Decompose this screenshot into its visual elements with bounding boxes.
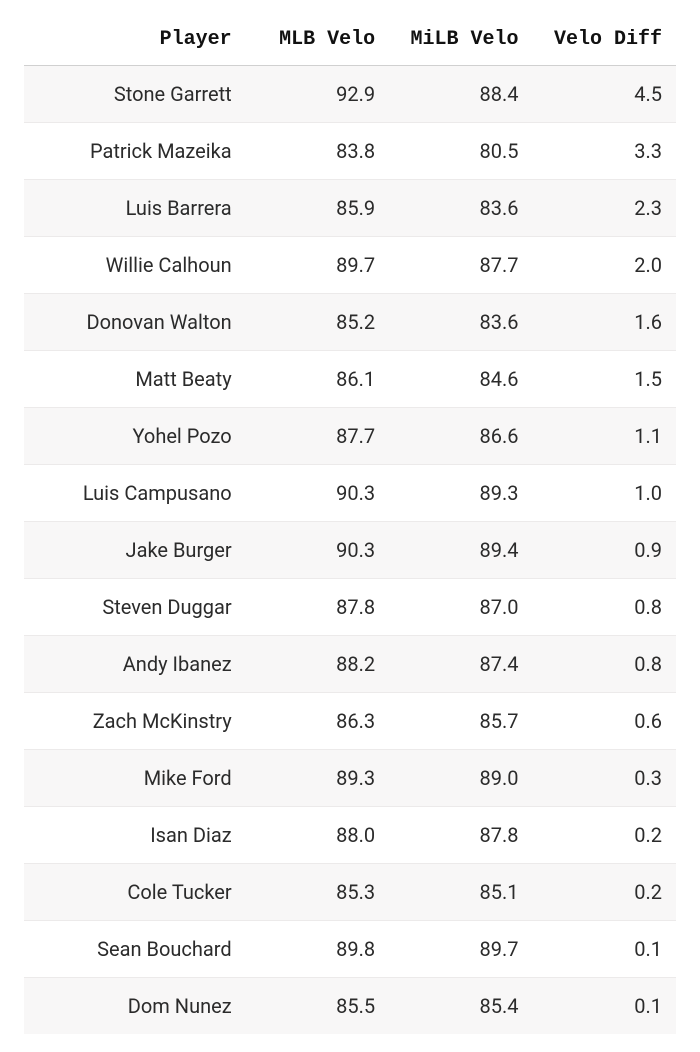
cell-player: Cole Tucker xyxy=(24,864,246,921)
cell-player: Jake Burger xyxy=(24,522,246,579)
table-row: Steven Duggar87.887.00.8 xyxy=(24,579,676,636)
cell-velo-diff: 3.3 xyxy=(533,123,676,180)
cell-mlb-velo: 89.7 xyxy=(246,237,389,294)
col-header-velo-diff: Velo Diff xyxy=(533,18,676,66)
col-header-player: Player xyxy=(24,18,246,66)
cell-player: Donovan Walton xyxy=(24,294,246,351)
table-body: Stone Garrett92.988.44.5 Patrick Mazeika… xyxy=(24,66,676,1035)
cell-mlb-velo: 89.8 xyxy=(246,921,389,978)
cell-milb-velo: 87.8 xyxy=(389,807,532,864)
cell-milb-velo: 83.6 xyxy=(389,180,532,237)
cell-velo-diff: 4.5 xyxy=(533,66,676,123)
cell-velo-diff: 1.6 xyxy=(533,294,676,351)
table-row: Yohel Pozo87.786.61.1 xyxy=(24,408,676,465)
cell-mlb-velo: 88.0 xyxy=(246,807,389,864)
cell-mlb-velo: 83.8 xyxy=(246,123,389,180)
cell-milb-velo: 89.3 xyxy=(389,465,532,522)
cell-velo-diff: 0.8 xyxy=(533,636,676,693)
cell-velo-diff: 0.1 xyxy=(533,921,676,978)
cell-player: Stone Garrett xyxy=(24,66,246,123)
table-row: Luis Barrera85.983.62.3 xyxy=(24,180,676,237)
table-row: Isan Diaz88.087.80.2 xyxy=(24,807,676,864)
cell-milb-velo: 85.4 xyxy=(389,978,532,1035)
cell-velo-diff: 1.1 xyxy=(533,408,676,465)
cell-mlb-velo: 87.7 xyxy=(246,408,389,465)
cell-milb-velo: 87.0 xyxy=(389,579,532,636)
cell-milb-velo: 87.7 xyxy=(389,237,532,294)
cell-mlb-velo: 85.2 xyxy=(246,294,389,351)
header-row: Player MLB Velo MiLB Velo Velo Diff xyxy=(24,18,676,66)
cell-player: Steven Duggar xyxy=(24,579,246,636)
cell-milb-velo: 86.6 xyxy=(389,408,532,465)
cell-velo-diff: 0.9 xyxy=(533,522,676,579)
table-row: Donovan Walton85.283.61.6 xyxy=(24,294,676,351)
cell-player: Willie Calhoun xyxy=(24,237,246,294)
cell-velo-diff: 1.5 xyxy=(533,351,676,408)
table-row: Jake Burger90.389.40.9 xyxy=(24,522,676,579)
cell-milb-velo: 85.7 xyxy=(389,693,532,750)
cell-velo-diff: 0.3 xyxy=(533,750,676,807)
col-header-mlb-velo: MLB Velo xyxy=(246,18,389,66)
cell-mlb-velo: 89.3 xyxy=(246,750,389,807)
cell-velo-diff: 0.6 xyxy=(533,693,676,750)
cell-player: Andy Ibanez xyxy=(24,636,246,693)
cell-mlb-velo: 85.5 xyxy=(246,978,389,1035)
cell-player: Zach McKinstry xyxy=(24,693,246,750)
cell-mlb-velo: 86.1 xyxy=(246,351,389,408)
cell-milb-velo: 89.0 xyxy=(389,750,532,807)
cell-mlb-velo: 85.9 xyxy=(246,180,389,237)
cell-milb-velo: 80.5 xyxy=(389,123,532,180)
table-row: Willie Calhoun89.787.72.0 xyxy=(24,237,676,294)
cell-milb-velo: 83.6 xyxy=(389,294,532,351)
table-row: Matt Beaty86.184.61.5 xyxy=(24,351,676,408)
cell-player: Mike Ford xyxy=(24,750,246,807)
cell-player: Isan Diaz xyxy=(24,807,246,864)
table-row: Sean Bouchard89.889.70.1 xyxy=(24,921,676,978)
cell-mlb-velo: 92.9 xyxy=(246,66,389,123)
cell-mlb-velo: 85.3 xyxy=(246,864,389,921)
table-row: Zach McKinstry86.385.70.6 xyxy=(24,693,676,750)
cell-player: Luis Barrera xyxy=(24,180,246,237)
cell-player: Dom Nunez xyxy=(24,978,246,1035)
table-row: Cole Tucker85.385.10.2 xyxy=(24,864,676,921)
table-row: Andy Ibanez88.287.40.8 xyxy=(24,636,676,693)
cell-velo-diff: 1.0 xyxy=(533,465,676,522)
cell-player: Patrick Mazeika xyxy=(24,123,246,180)
cell-mlb-velo: 90.3 xyxy=(246,522,389,579)
table-row: Stone Garrett92.988.44.5 xyxy=(24,66,676,123)
cell-velo-diff: 0.2 xyxy=(533,807,676,864)
cell-mlb-velo: 86.3 xyxy=(246,693,389,750)
cell-velo-diff: 2.0 xyxy=(533,237,676,294)
cell-velo-diff: 0.2 xyxy=(533,864,676,921)
cell-milb-velo: 87.4 xyxy=(389,636,532,693)
cell-mlb-velo: 87.8 xyxy=(246,579,389,636)
table-row: Patrick Mazeika83.880.53.3 xyxy=(24,123,676,180)
table-row: Luis Campusano90.389.31.0 xyxy=(24,465,676,522)
cell-player: Luis Campusano xyxy=(24,465,246,522)
cell-velo-diff: 0.8 xyxy=(533,579,676,636)
cell-milb-velo: 84.6 xyxy=(389,351,532,408)
cell-milb-velo: 85.1 xyxy=(389,864,532,921)
cell-mlb-velo: 90.3 xyxy=(246,465,389,522)
col-header-milb-velo: MiLB Velo xyxy=(389,18,532,66)
cell-velo-diff: 2.3 xyxy=(533,180,676,237)
cell-velo-diff: 0.1 xyxy=(533,978,676,1035)
velo-table: Player MLB Velo MiLB Velo Velo Diff Ston… xyxy=(24,18,676,1034)
table-row: Dom Nunez85.585.40.1 xyxy=(24,978,676,1035)
cell-player: Matt Beaty xyxy=(24,351,246,408)
cell-milb-velo: 88.4 xyxy=(389,66,532,123)
cell-player: Sean Bouchard xyxy=(24,921,246,978)
cell-milb-velo: 89.7 xyxy=(389,921,532,978)
table-row: Mike Ford89.389.00.3 xyxy=(24,750,676,807)
cell-mlb-velo: 88.2 xyxy=(246,636,389,693)
cell-player: Yohel Pozo xyxy=(24,408,246,465)
cell-milb-velo: 89.4 xyxy=(389,522,532,579)
